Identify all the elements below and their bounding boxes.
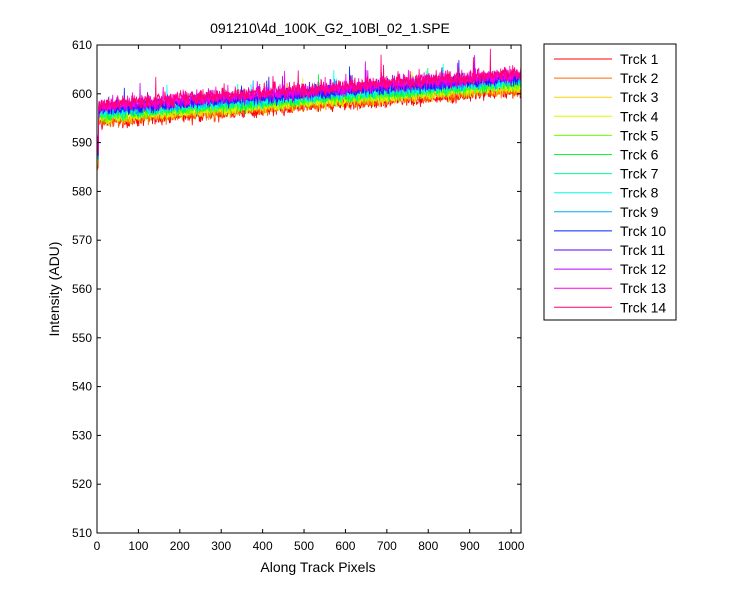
- legend-entry-label: Trck 11: [620, 242, 665, 258]
- y-tick-label: 580: [72, 184, 92, 198]
- x-tick-label: 100: [128, 539, 148, 553]
- legend-entry-label: Trck 13: [620, 280, 666, 296]
- y-axis-label: Intensity (ADU): [46, 242, 62, 337]
- y-tick-label: 530: [72, 428, 92, 442]
- x-tick-label: 600: [335, 539, 355, 553]
- y-tick-label: 560: [72, 282, 92, 296]
- x-tick-label: 300: [211, 539, 231, 553]
- y-tick-label: 510: [72, 526, 92, 540]
- y-tick-label: 590: [72, 136, 92, 150]
- legend-entry-label: Trck 9: [620, 204, 659, 220]
- legend-entry-label: Trck 6: [620, 147, 659, 163]
- legend-entry-label: Trck 1: [620, 51, 659, 67]
- y-tick-label: 570: [72, 233, 92, 247]
- x-axis: 0 100 200 300 400 500 600 700 800 900 1000: [94, 45, 525, 553]
- legend-entry-label: Trck 3: [620, 89, 659, 105]
- x-tick-label: 500: [294, 539, 314, 553]
- legend-entry-label: Trck 5: [620, 127, 659, 143]
- y-tick-label: 600: [72, 87, 92, 101]
- series-layer: [97, 48, 522, 170]
- legend-entry-label: Trck 4: [620, 108, 659, 124]
- x-tick-label: 400: [253, 539, 273, 553]
- legend-entry-label: Trck 7: [620, 166, 659, 182]
- x-tick-label: 200: [170, 539, 190, 553]
- y-tick-label: 520: [72, 477, 92, 491]
- x-tick-label: 700: [377, 539, 397, 553]
- y-axis: 510 520 530 540 550 560 570 580 590 600 610: [72, 38, 521, 540]
- legend-box: [543, 43, 677, 321]
- plot-area: [97, 45, 521, 533]
- chart-title: 091210\4d_100K_G2_10Bl_02_1.SPE: [210, 20, 450, 36]
- x-tick-label: 1000: [498, 539, 525, 553]
- y-tick-label: 550: [72, 331, 92, 345]
- legend-entry-label: Trck 14: [620, 299, 666, 315]
- x-tick-label: 800: [418, 539, 438, 553]
- x-axis-label: Along Track Pixels: [260, 559, 375, 575]
- x-tick-label: 900: [460, 539, 480, 553]
- legend-items: Trck 1 Trck 2 Trck 3 Trck 4 Trck 5 Trck 6 Trck…: [554, 51, 666, 315]
- legend: Trck 1 Trck 2 Trck 3 Trck 4 Trck 5 Trck 6 Trck…: [543, 43, 677, 321]
- legend-entry-label: Trck 10: [620, 223, 666, 239]
- legend-entry-label: Trck 8: [620, 185, 659, 201]
- y-tick-label: 610: [72, 38, 92, 52]
- legend-entry-label: Trck 2: [620, 70, 659, 86]
- x-tick-label: 0: [94, 539, 101, 553]
- y-tick-label: 540: [72, 380, 92, 394]
- series-line-14: [97, 48, 522, 154]
- legend-entry-label: Trck 12: [620, 261, 666, 277]
